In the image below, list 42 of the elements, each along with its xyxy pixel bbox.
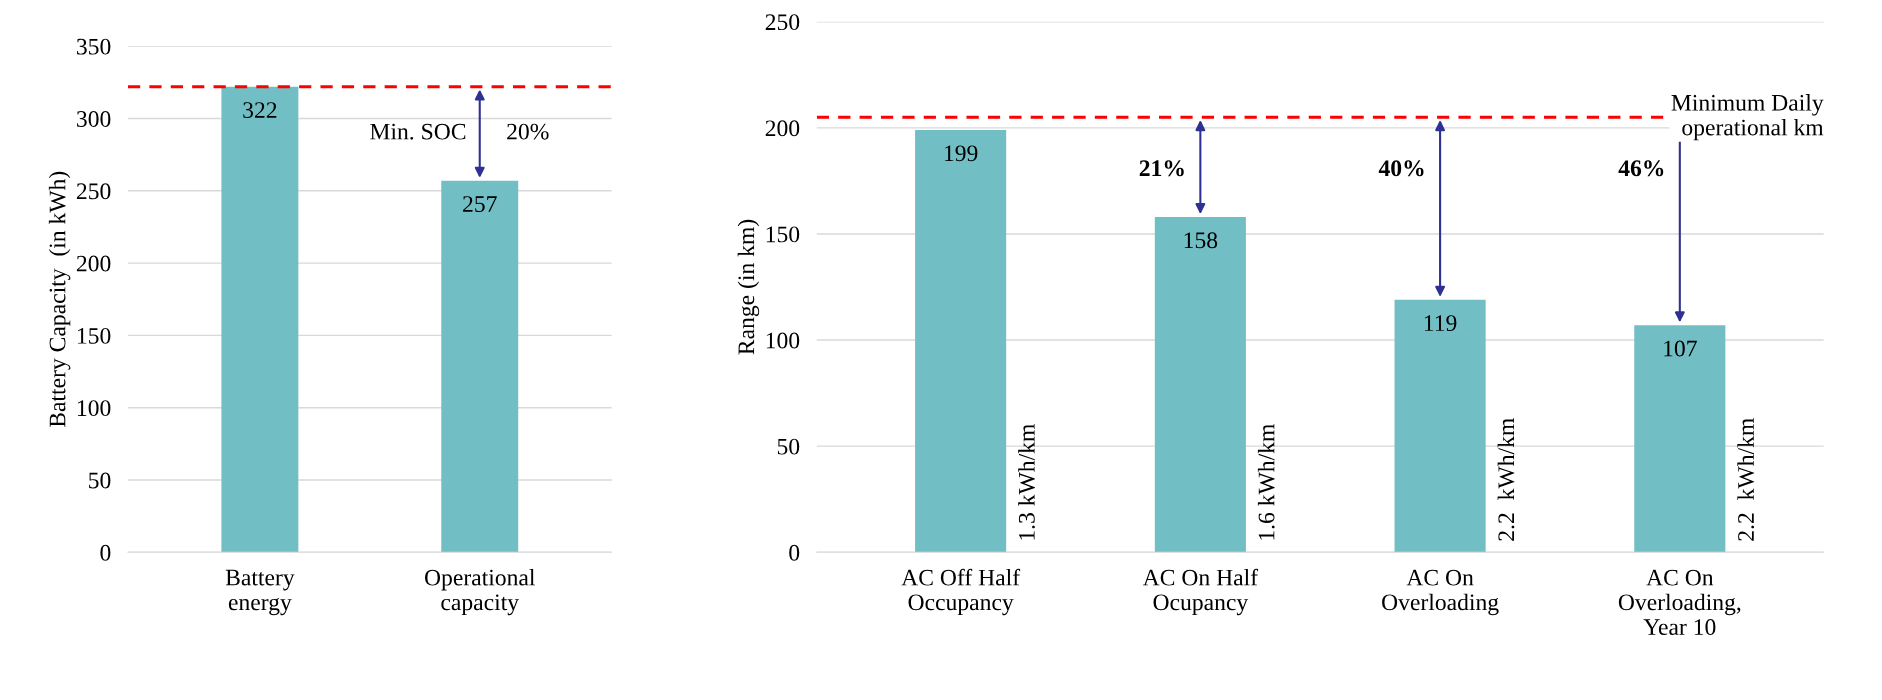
- data-label: 158: [1184, 232, 1218, 249]
- data-label: 107: [1664, 340, 1697, 357]
- x-tick-label: AC On Overloading, Year 10: [1618, 569, 1741, 636]
- bar: [1634, 325, 1726, 553]
- y-tick-label: 250: [765, 14, 800, 31]
- x-tick-label: AC Off Half Occupancy: [901, 568, 1021, 616]
- annotation: 20%: [507, 123, 549, 140]
- bar: [1154, 216, 1246, 553]
- y-tick-label: 100: [77, 400, 111, 417]
- bar: [1394, 299, 1486, 553]
- data-label: 119: [1424, 315, 1457, 332]
- annotation: 1.6 kWh/km: [1257, 424, 1275, 540]
- y-tick-label: 200: [76, 255, 111, 272]
- data-label: 257: [463, 196, 497, 212]
- y-tick-label: 150: [77, 327, 111, 344]
- y-tick-label: 150: [766, 226, 800, 243]
- annotation: Min. SOC: [370, 123, 466, 140]
- x-tick-label: Battery energy: [225, 569, 295, 616]
- annotation: 21%: [1139, 160, 1184, 177]
- y-tick-label: 350: [77, 38, 111, 55]
- y-tick-label: 100: [766, 332, 800, 349]
- data-label: 199: [945, 145, 978, 162]
- y-tick-label: 50: [89, 472, 111, 489]
- y-tick-label: 50: [777, 438, 800, 455]
- y-tick-label: 200: [765, 120, 800, 137]
- annotation: 46%: [1618, 160, 1664, 177]
- annotation: 2.2 kWh/km: [1737, 418, 1755, 541]
- annotation: 40%: [1378, 160, 1424, 177]
- y-tick-label: 250: [76, 183, 111, 200]
- y-axis-title: Battery Capacity (in kWh): [48, 171, 71, 428]
- x-tick-label: AC On Half Ocupancy: [1142, 568, 1259, 616]
- x-tick-label: Operational capacity: [424, 568, 535, 616]
- y-axis-title: Range (in km): [737, 219, 760, 355]
- data-label: 322: [243, 102, 277, 118]
- y-tick-label: 0: [100, 544, 111, 561]
- y-tick-label: 300: [77, 110, 111, 127]
- annotation: 2.2 kWh/km: [1497, 418, 1515, 541]
- y-tick-label: 0: [789, 544, 800, 561]
- annotation: 1.3 kWh/km: [1018, 424, 1035, 540]
- ref-line-label: Minimum Daily operational km: [1671, 94, 1824, 141]
- bar: [915, 129, 1007, 553]
- x-tick-label: AC On Overloading: [1382, 569, 1499, 616]
